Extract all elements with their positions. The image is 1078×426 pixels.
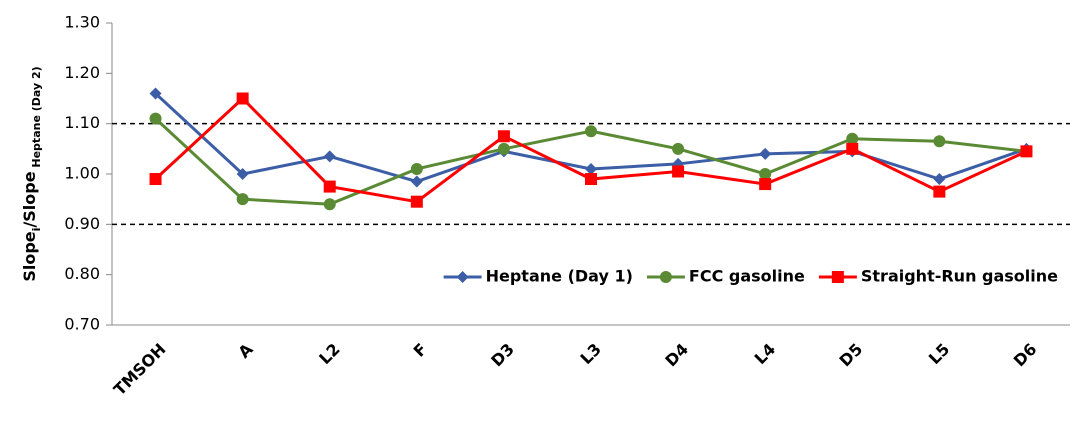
data-point — [410, 195, 423, 208]
data-point — [759, 168, 772, 180]
y-tick-label: 1.10 — [64, 113, 100, 132]
data-point — [497, 130, 510, 143]
data-point — [846, 142, 859, 155]
y-tick-label: 0.70 — [64, 315, 100, 334]
data-point — [585, 173, 597, 186]
data-point — [933, 185, 946, 198]
series-line — [154, 96, 1028, 204]
x-tick-label: A — [234, 339, 257, 362]
x-tick-label: D5 — [836, 340, 867, 371]
x-tick-label: D6 — [1010, 340, 1041, 371]
legend-marker — [659, 271, 672, 283]
y-axis-label: Slopei/Slope Heptane (Day 2) — [20, 66, 43, 281]
legend-label: Straight-Run gasoline — [861, 267, 1058, 286]
data-point — [323, 198, 336, 211]
data-point — [410, 175, 423, 188]
legend-marker — [456, 271, 469, 283]
data-point — [585, 125, 597, 138]
data-point — [149, 112, 162, 125]
data-point — [585, 162, 597, 175]
data-point — [323, 180, 336, 193]
data-point — [236, 92, 249, 105]
legend-label: FCC gasoline — [689, 267, 805, 286]
data-point — [759, 147, 772, 160]
data-point — [1020, 145, 1033, 158]
data-point — [236, 193, 249, 206]
legend-marker — [831, 271, 844, 283]
y-axis-label-part: Heptane (Day 2) — [30, 66, 43, 171]
y-tick-label: 0.80 — [64, 264, 100, 283]
data-point — [323, 150, 336, 163]
x-tick-label: L2 — [315, 340, 344, 369]
x-tick-label: D3 — [487, 340, 518, 371]
y-tick-label: 1.30 — [64, 13, 100, 32]
data-point — [410, 162, 423, 175]
y-tick-label: 1.00 — [64, 164, 100, 183]
x-tick-label: TMSOH — [110, 340, 170, 400]
y-axis-label-part: /Slope — [20, 171, 39, 227]
x-tick-label: D4 — [661, 340, 692, 371]
data-point — [497, 142, 510, 155]
data-point — [149, 173, 162, 186]
data-point — [933, 135, 946, 148]
x-tick-label: L5 — [925, 340, 954, 369]
y-tick-label: 0.90 — [64, 214, 100, 233]
data-point — [672, 165, 685, 178]
data-point — [672, 142, 685, 155]
data-point — [846, 132, 859, 145]
data-point — [149, 87, 162, 100]
legend-label: Heptane (Day 1) — [486, 267, 633, 286]
y-axis-label-part: Slope — [20, 231, 39, 281]
data-point — [236, 168, 249, 180]
x-tick-label: L3 — [576, 340, 605, 369]
x-tick-label: F — [410, 340, 431, 361]
x-tick-label: L4 — [751, 340, 780, 369]
y-axis-label-part: i — [30, 228, 43, 232]
y-tick-label: 1.20 — [64, 63, 100, 82]
data-point — [759, 178, 772, 191]
data-point — [933, 173, 946, 186]
